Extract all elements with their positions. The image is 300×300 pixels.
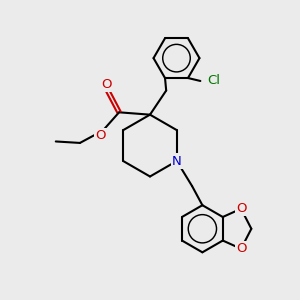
Text: N: N [172, 154, 182, 167]
Text: O: O [236, 242, 246, 255]
Text: O: O [95, 129, 106, 142]
Text: Cl: Cl [207, 74, 220, 88]
Text: O: O [101, 78, 112, 91]
Text: O: O [236, 202, 246, 215]
